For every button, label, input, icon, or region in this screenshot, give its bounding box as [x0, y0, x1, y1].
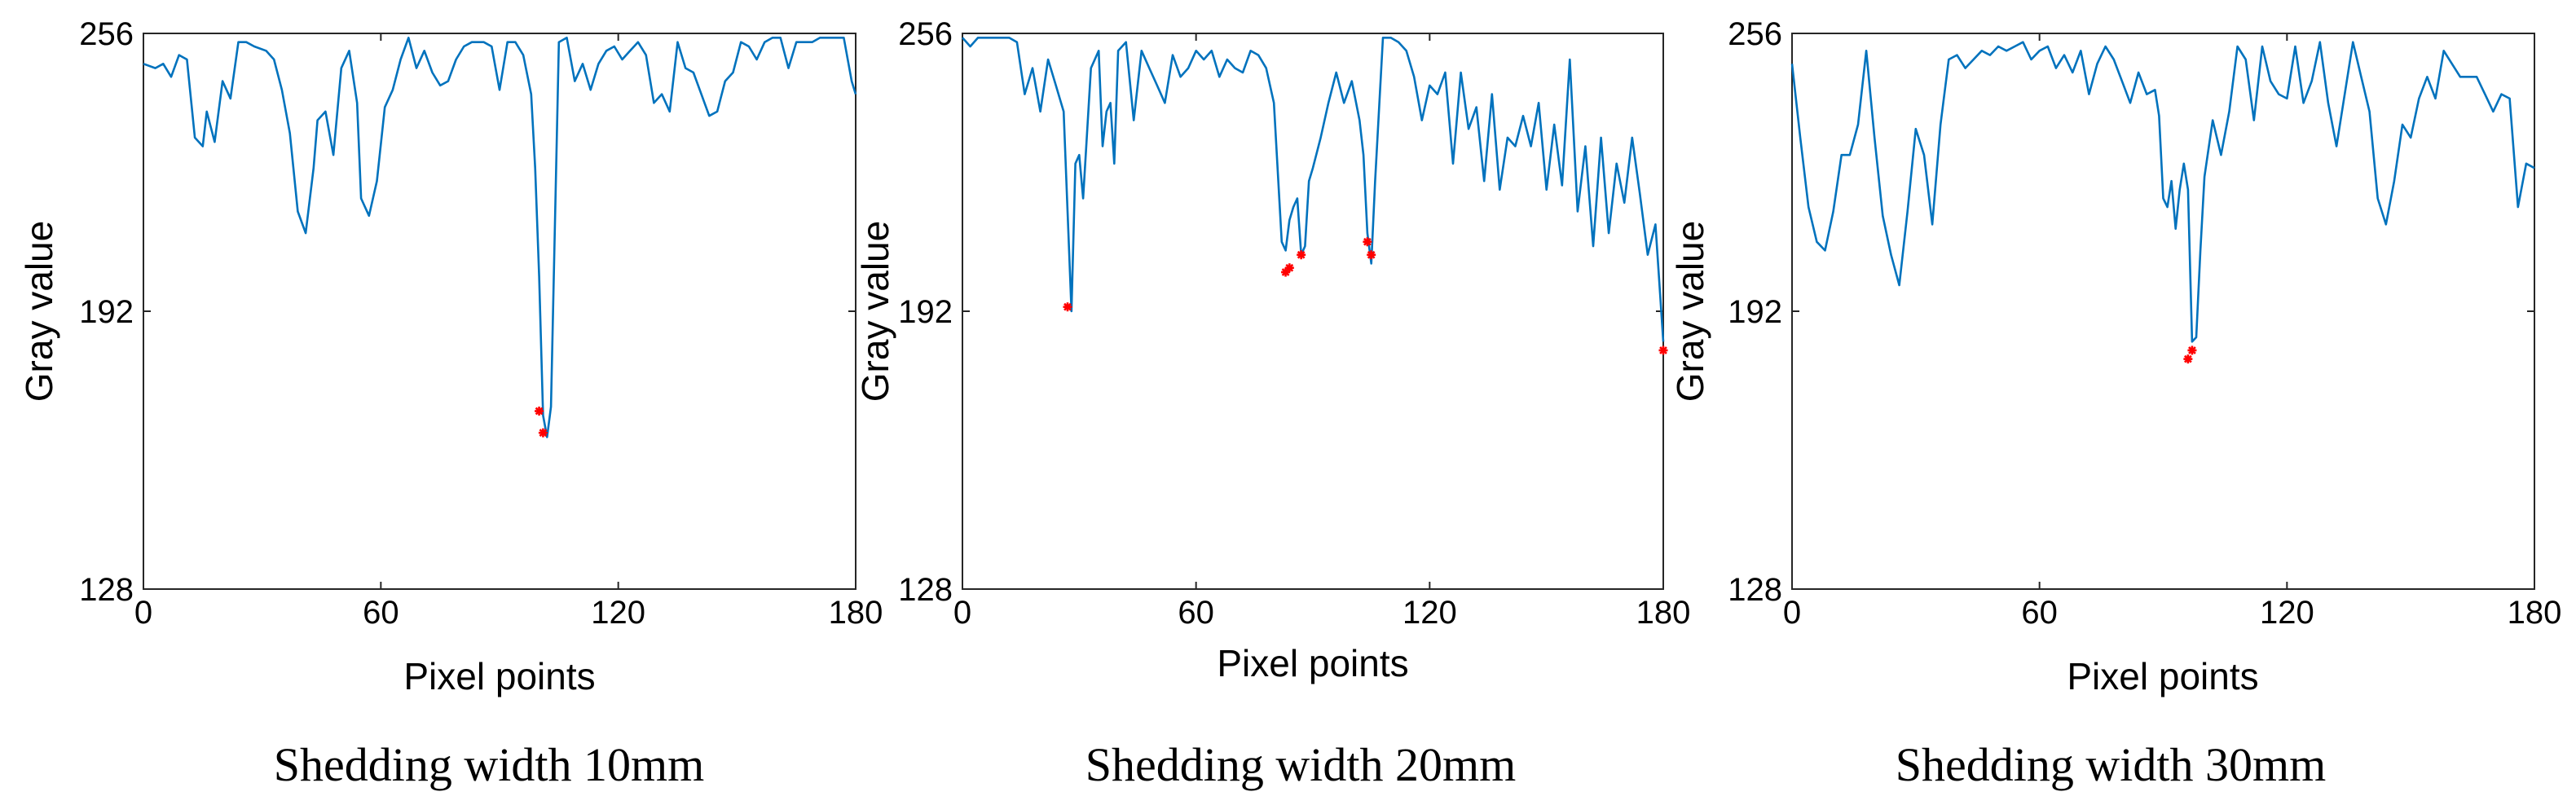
x-tick-label: 180 [2508, 595, 2562, 631]
x-tick-label: 180 [1636, 595, 1691, 631]
marked-minimum-point [1284, 263, 1294, 273]
marked-minimum-point [2183, 354, 2193, 364]
y-tick-label: 128 [1728, 572, 1782, 608]
marked-minimum-point [2187, 345, 2197, 355]
marked-minimum-point [535, 407, 544, 416]
y-tick-label: 256 [1728, 16, 1782, 52]
y-tick-label: 128 [898, 572, 953, 608]
y-axis-label: Gray value [1669, 221, 1711, 402]
panel-caption: Shedding width 30mm [1896, 738, 2326, 791]
panel-caption: Shedding width 20mm [1085, 738, 1516, 791]
marked-minimum-point [1297, 250, 1306, 260]
chart-panel-10mm: 0 60 120 180 128 192 256 Pixel points Gray val… [18, 16, 883, 791]
y-axis-label: Gray value [854, 221, 896, 402]
marked-minimum-point [1363, 237, 1372, 247]
x-tick-label: 0 [1783, 595, 1801, 631]
y-tick-label: 128 [79, 572, 134, 608]
gray-profile-line [1790, 41, 2535, 343]
y-axis-label: Gray value [18, 221, 60, 402]
marked-minimum-point [1063, 302, 1072, 312]
y-tick-label: 256 [79, 16, 134, 52]
x-tick-label: 60 [2021, 595, 2058, 631]
x-axis-label: Pixel points [2067, 655, 2258, 697]
y-tick-label: 192 [898, 294, 953, 330]
plot-frame [1791, 33, 2535, 590]
x-tick-label: 120 [2260, 595, 2314, 631]
x-tick-label: 180 [829, 595, 883, 631]
x-axis-label: Pixel points [1217, 642, 1408, 684]
chart-panel-30mm: 0 60 120 180 128 192 256 Pixel points Gray val… [1669, 16, 2561, 791]
y-tick-label: 256 [898, 16, 953, 52]
x-tick-label: 120 [1402, 595, 1457, 631]
chart-panel-20mm: 0 60 120 180 128 192 256 Pixel points Gray val… [854, 16, 1690, 791]
marked-minimum-point [538, 428, 548, 438]
x-tick-label: 120 [591, 595, 645, 631]
x-tick-label: 60 [1178, 595, 1214, 631]
gray-profile-line [962, 36, 1665, 342]
panel-caption: Shedding width 10mm [274, 738, 704, 791]
gray-profile-line [143, 36, 857, 438]
y-tick-label: 192 [79, 294, 134, 330]
plot-frame [143, 33, 856, 590]
x-tick-label: 0 [134, 595, 152, 631]
marked-minimum-point [1367, 250, 1376, 260]
x-tick-label: 0 [953, 595, 971, 631]
y-tick-label: 192 [1728, 294, 1782, 330]
x-axis-label: Pixel points [403, 655, 595, 697]
x-tick-label: 60 [363, 595, 399, 631]
marked-minimum-point [1658, 345, 1668, 355]
